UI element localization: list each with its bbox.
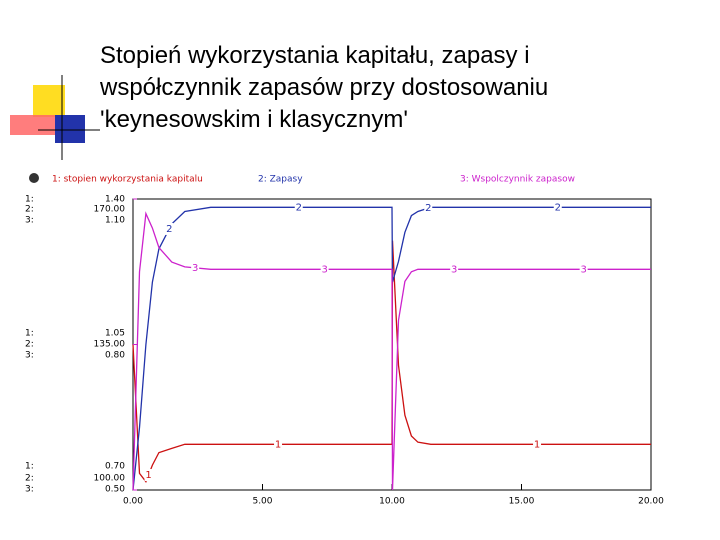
axis-key: 3:	[25, 351, 34, 361]
line-marker: 2	[425, 203, 431, 214]
line-marker: 3	[321, 264, 327, 275]
legend-icon	[29, 173, 39, 183]
series-line	[132, 211, 651, 491]
line-marker: 3	[451, 264, 457, 275]
line-marker: 1	[534, 439, 540, 450]
title-line: Stopień wykorzystania kapitału, zapasy i	[100, 42, 530, 69]
axis-key: 3:	[25, 485, 34, 495]
axis-key: 3:	[25, 216, 34, 226]
marker-bg	[191, 261, 200, 274]
y-tick-label: 0.70	[105, 462, 125, 472]
marker-bg	[579, 263, 588, 276]
line-marker: 2	[166, 224, 172, 235]
axis-key: 1:	[25, 462, 34, 472]
marker-bg	[533, 438, 542, 451]
decoration	[10, 75, 100, 160]
marker-bg	[274, 438, 283, 451]
line-marker: 1	[145, 470, 151, 481]
axis-key: 1:	[25, 329, 34, 339]
line-marker: 3	[580, 264, 586, 275]
title-line: współczynnik zapasów przy dostosowaniu	[99, 74, 548, 101]
axis-key: 2:	[25, 205, 34, 215]
line-marker: 1	[275, 439, 281, 450]
x-tick-label: 5.00	[252, 497, 272, 507]
y-tick-label: 1.10	[105, 216, 125, 226]
y-tick-label: 1.05	[105, 329, 125, 339]
line-marker: 2	[555, 202, 561, 213]
marker-bg	[165, 222, 174, 235]
marker-bg	[553, 201, 562, 214]
legend-label: 1: stopien wykorzystania kapitalu	[52, 175, 203, 185]
y-tick-label: 1.40	[105, 195, 125, 205]
y-tick-label: 170.00	[94, 205, 126, 215]
line-marker: 2	[296, 202, 302, 213]
y-tick-label: 135.00	[94, 340, 126, 350]
legend-label: 3: Wspolczynnik zapasow	[460, 175, 575, 185]
axis-key: 1:	[25, 195, 34, 205]
y-tick-label: 0.80	[105, 351, 125, 361]
x-tick-label: 15.00	[509, 497, 535, 507]
y-tick-label: 100.00	[94, 474, 126, 484]
line-marker: 3	[192, 263, 198, 274]
marker-bg	[144, 469, 153, 482]
marker-bg	[450, 263, 459, 276]
legend-label: 2: Zapasy	[258, 175, 303, 185]
marker-bg	[424, 202, 433, 215]
marker-bg	[320, 263, 329, 276]
title-line: 'keynesowskim i klasycznym'	[100, 106, 408, 133]
axis-key: 2:	[25, 340, 34, 350]
x-tick-label: 10.00	[379, 497, 405, 507]
x-tick-label: 0.00	[123, 497, 143, 507]
x-tick-label: 20.00	[638, 497, 664, 507]
marker-bg	[294, 201, 303, 214]
axis-key: 2:	[25, 474, 34, 484]
y-tick-label: 0.50	[105, 485, 125, 495]
